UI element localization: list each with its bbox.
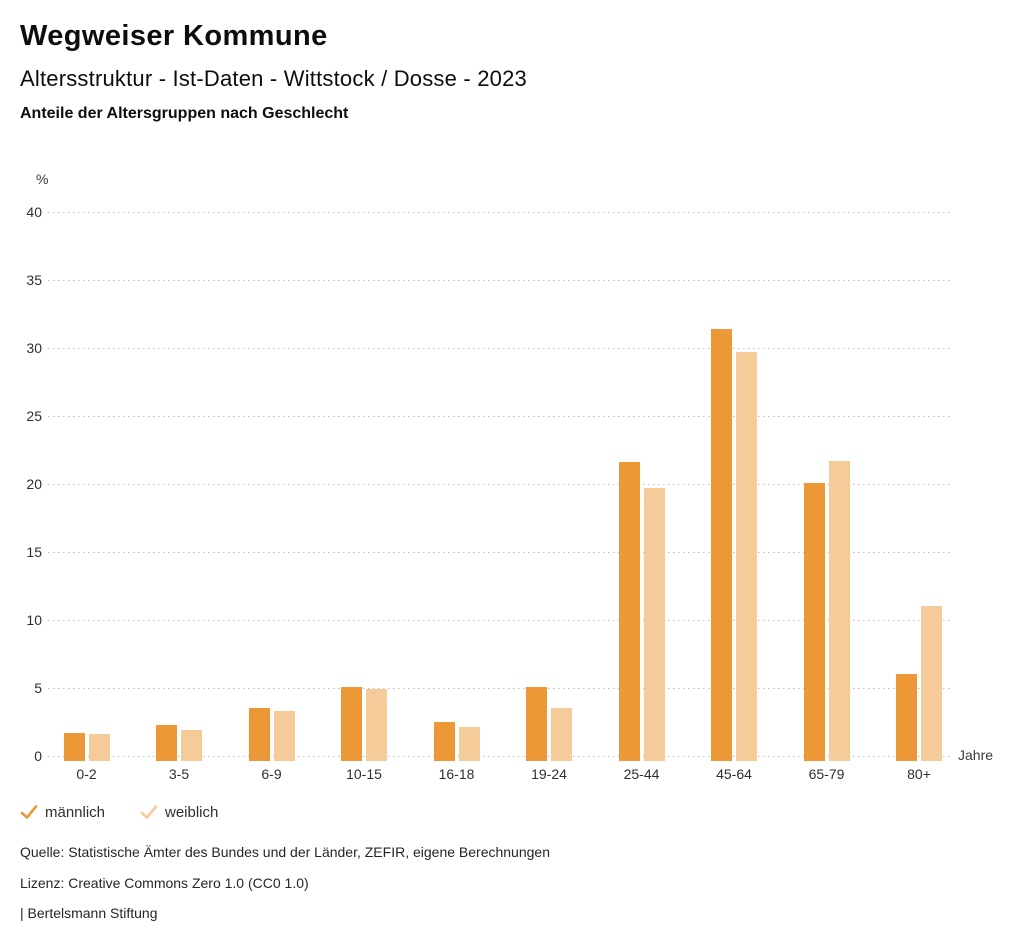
grid-line-15 — [48, 552, 952, 553]
bar-weiblich-6-9 — [273, 711, 295, 761]
bar-männlich-19-24 — [526, 686, 547, 761]
x-axis-tick-label: 80+ — [907, 766, 931, 782]
y-axis-tick-label: 25 — [26, 408, 42, 424]
bar-männlich-65-79 — [803, 482, 825, 761]
legend-label: weiblich — [165, 803, 219, 821]
bar-weiblich-19-24 — [551, 708, 572, 761]
bar-männlich-3-5 — [156, 724, 177, 761]
bar-weiblich-80+ — [921, 606, 942, 761]
x-axis-tick-label: 16-18 — [438, 766, 475, 782]
grid-line-5 — [48, 688, 952, 689]
grid-line-40 — [48, 212, 952, 213]
bar-weiblich-45-64 — [736, 352, 757, 761]
grid-line-35 — [48, 280, 952, 281]
bar-männlich-0-2 — [63, 732, 85, 761]
x-axis-tick-label: 10-15 — [346, 766, 382, 782]
x-axis-unit-label: Jahre — [958, 747, 994, 763]
check-icon — [140, 805, 158, 819]
legend-label: männlich — [45, 803, 106, 821]
legend-item-weiblich[interactable]: weiblich — [140, 802, 218, 822]
grid-line-10 — [48, 620, 952, 621]
y-axis-tick-label: 30 — [26, 340, 42, 356]
check-icon — [20, 805, 38, 819]
bar-weiblich-3-5 — [181, 730, 202, 761]
bar-männlich-10-15 — [341, 686, 362, 761]
bar-weiblich-65-79 — [828, 460, 850, 761]
bar-männlich-6-9 — [248, 708, 270, 761]
y-axis-tick-label: 5 — [34, 680, 42, 696]
y-axis-tick-label: 15 — [26, 544, 42, 560]
bar-männlich-80+ — [896, 674, 917, 761]
bar-weiblich-16-18 — [458, 727, 480, 761]
y-axis-tick-label: 35 — [26, 272, 42, 288]
grid-line-25 — [48, 416, 952, 417]
grid-line-20 — [48, 484, 952, 485]
bar-männlich-25-44 — [618, 462, 640, 761]
license-note: Lizenz: Creative Commons Zero 1.0 (CC0 1… — [20, 875, 309, 891]
y-axis-tick-label: 0 — [34, 748, 42, 764]
y-axis-tick-label: 20 — [26, 476, 42, 492]
legend-item-männlich[interactable]: männlich — [20, 802, 105, 822]
x-axis-tick-label: 0-2 — [76, 766, 97, 782]
x-axis-tick-label: 45-64 — [716, 766, 752, 782]
x-axis-tick-label: 6-9 — [261, 766, 282, 782]
bar-männlich-16-18 — [433, 722, 455, 761]
bar-weiblich-0-2 — [88, 734, 110, 761]
attribution-note: | Bertelsmann Stiftung — [20, 905, 158, 921]
y-axis-unit-label: % — [36, 171, 49, 187]
x-axis-tick-label: 25-44 — [623, 766, 660, 782]
source-note: Quelle: Statistische Ämter des Bundes un… — [20, 844, 550, 860]
x-axis-tick-label: 65-79 — [808, 766, 845, 782]
y-axis-tick-label: 40 — [26, 204, 42, 220]
page-subtitle: Altersstruktur - Ist-Daten - Wittstock /… — [20, 66, 527, 91]
bar-weiblich-10-15 — [366, 689, 387, 761]
x-axis-tick-label: 19-24 — [531, 766, 567, 782]
chart-heading: Anteile der Altersgruppen nach Geschlech… — [20, 105, 349, 122]
grid-line-30 — [48, 348, 952, 349]
bar-männlich-45-64 — [711, 328, 732, 761]
page-title: Wegweiser Kommune — [20, 20, 328, 52]
y-axis-tick-label: 10 — [26, 612, 42, 628]
bar-weiblich-25-44 — [643, 488, 665, 761]
x-axis-tick-label: 3-5 — [168, 766, 190, 782]
grid-line-0 — [48, 756, 952, 757]
